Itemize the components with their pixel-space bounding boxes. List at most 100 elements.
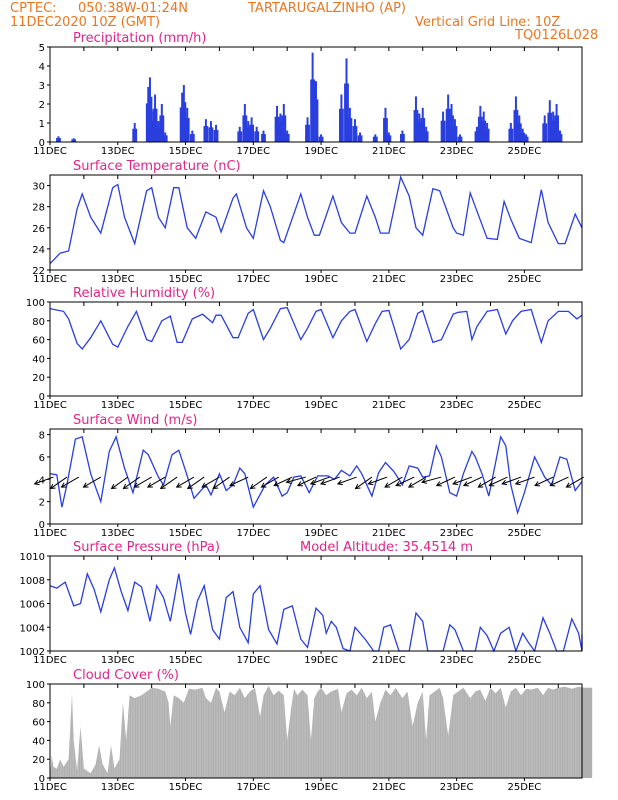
wind-arrow-head (534, 481, 541, 487)
wind-arrow-shaft (286, 476, 306, 483)
precip-bar (339, 108, 342, 142)
precip-bar (482, 111, 485, 142)
y-tick-label: 40 (32, 354, 45, 365)
precip-bar (508, 128, 511, 142)
x-tick-label: 11DEC (33, 528, 67, 539)
wind-arrow-shaft (310, 476, 330, 485)
wind-arrow-shaft (212, 476, 230, 489)
x-tick-label: 11DEC (33, 655, 67, 666)
x-tick-label: 23DEC (440, 146, 474, 157)
precip-bar (279, 113, 282, 142)
x-tick-label: 25DEC (508, 274, 542, 285)
precip-bar (159, 115, 162, 142)
precip-bar (281, 115, 284, 142)
wind-arrow-head (49, 483, 56, 490)
precip-bar (310, 79, 313, 142)
precip-bar (457, 136, 460, 142)
precip-bar (74, 139, 77, 142)
precip-bar (418, 113, 421, 142)
precip-bar (135, 128, 138, 142)
precip-bar (149, 120, 152, 142)
header-org: CPTEC: (10, 1, 57, 16)
wind-arrow-head (159, 483, 166, 490)
precip-bar (191, 130, 194, 142)
precip-bar (247, 121, 250, 142)
x-tick-label: 11DEC (33, 782, 67, 793)
precip-bar (262, 130, 265, 142)
precip-bar (71, 139, 74, 142)
wind-arrow-shaft (273, 476, 293, 486)
precip-bar (558, 130, 561, 142)
wind-arrow-head (354, 483, 361, 490)
y-tick-label: 4 (39, 62, 45, 73)
precip-bar (516, 123, 519, 142)
y-tick-label: 26 (32, 224, 45, 235)
precip-bar (209, 121, 212, 142)
y-tick-label: 60 (32, 336, 45, 347)
wind-arrow-shaft (229, 476, 249, 486)
wind-arrow-head (260, 482, 267, 488)
precip-bar (346, 83, 349, 142)
precip-bar (211, 127, 214, 142)
wind-arrow-shaft (550, 476, 569, 486)
wind-arrow-shaft (463, 476, 483, 486)
wind-arrow-head (133, 482, 140, 488)
precip-bar (254, 131, 257, 142)
precip-bar (249, 124, 252, 142)
x-tick-label: 25DEC (508, 655, 542, 666)
precip-bar (481, 120, 484, 142)
wind-arrow-shaft (337, 476, 357, 485)
precip-bar (179, 107, 182, 142)
x-tick-label: 15DEC (169, 528, 203, 539)
precip-bar (375, 136, 378, 142)
series-line-2 (49, 306, 583, 351)
y-tick-label: 24 (32, 245, 45, 256)
y-tick-label: 80 (32, 699, 45, 710)
precip-bar (453, 119, 456, 142)
wind-arrow-shaft (355, 476, 373, 489)
wind-arrow-head (407, 482, 414, 488)
wind-arrow-head (384, 482, 391, 488)
wind-arrow-shaft (421, 476, 442, 483)
wind-arrow-head (201, 482, 208, 488)
x-tick-label: 13DEC (101, 655, 135, 666)
x-tick-label: 23DEC (440, 528, 474, 539)
precip-bar (526, 136, 529, 142)
precip-bar (284, 115, 287, 142)
y-tick-label: 6 (39, 453, 45, 464)
wind-arrow-head (110, 483, 117, 490)
precip-bar (555, 104, 558, 142)
precip-bar (557, 134, 560, 142)
precip-bar (513, 110, 516, 142)
precip-bar (341, 108, 344, 142)
precip-bar (348, 107, 351, 142)
wind-arrow-head (477, 482, 484, 488)
y-tick-label: 80 (32, 317, 45, 328)
precip-bar (440, 120, 443, 142)
wind-arrow-head (514, 479, 521, 486)
precip-bar (306, 117, 309, 142)
wind-arrow-shaft (566, 476, 584, 488)
precip-bar (459, 134, 462, 142)
y-tick-label: 2 (39, 498, 45, 509)
panel-title: Precipitation (mm/h) (73, 31, 206, 46)
x-tick-label: 11DEC (33, 274, 67, 285)
precip-bar (543, 115, 546, 142)
x-tick-label: 15DEC (169, 146, 203, 157)
precip-bar (360, 135, 363, 142)
cloud-cover-area (50, 685, 593, 778)
precip-bar (148, 77, 151, 142)
precip-bar (445, 108, 448, 142)
precip-bar (192, 134, 195, 142)
precip-bar (286, 130, 289, 142)
precip-bar (523, 136, 526, 142)
precip-bar (132, 128, 135, 142)
wind-arrow-shaft (201, 476, 220, 488)
wind-arrow-shaft (50, 476, 68, 489)
y-tick-label: 0 (39, 392, 45, 403)
panel-title: Surface Wind (m/s) (73, 413, 197, 428)
wind-arrow-head (549, 481, 556, 487)
precip-bar (215, 124, 218, 142)
precip-bar (423, 118, 426, 142)
x-tick-label: 17DEC (236, 146, 270, 157)
